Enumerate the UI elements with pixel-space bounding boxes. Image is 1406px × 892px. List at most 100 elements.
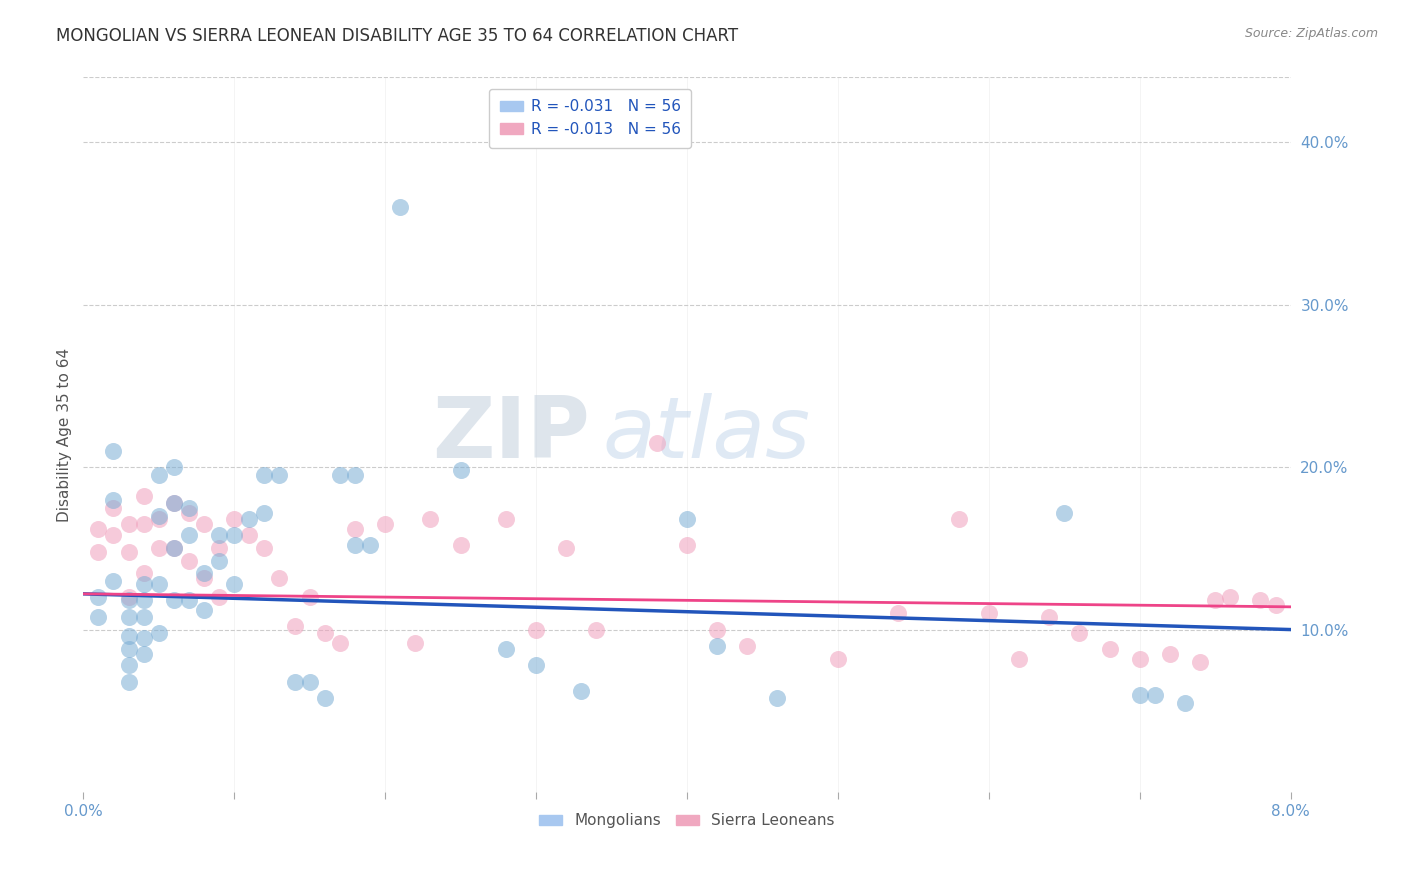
Point	[1249, 593, 1271, 607]
Point	[132, 516, 155, 531]
Point	[495, 512, 517, 526]
Point	[148, 512, 170, 526]
Point	[450, 538, 472, 552]
Point	[1069, 625, 1091, 640]
Point	[1189, 655, 1212, 669]
Point	[177, 528, 200, 542]
Point	[298, 674, 321, 689]
Point	[103, 444, 125, 458]
Point	[117, 516, 139, 531]
Point	[148, 625, 170, 640]
Point	[343, 538, 366, 552]
Point	[193, 516, 215, 531]
Point	[314, 625, 336, 640]
Point	[148, 541, 170, 556]
Point	[163, 593, 186, 607]
Point	[555, 541, 578, 556]
Point	[389, 200, 412, 214]
Point	[87, 590, 110, 604]
Point	[238, 512, 260, 526]
Point	[208, 590, 231, 604]
Point	[87, 544, 110, 558]
Point	[676, 538, 699, 552]
Point	[132, 577, 155, 591]
Point	[495, 642, 517, 657]
Point	[284, 619, 307, 633]
Point	[132, 566, 155, 580]
Point	[132, 490, 155, 504]
Text: Source: ZipAtlas.com: Source: ZipAtlas.com	[1244, 27, 1378, 40]
Point	[1264, 598, 1286, 612]
Point	[1098, 642, 1121, 657]
Point	[1159, 647, 1181, 661]
Point	[298, 590, 321, 604]
Point	[524, 623, 547, 637]
Point	[117, 544, 139, 558]
Point	[117, 593, 139, 607]
Point	[827, 652, 849, 666]
Point	[524, 658, 547, 673]
Point	[208, 528, 231, 542]
Point	[163, 496, 186, 510]
Point	[163, 460, 186, 475]
Point	[585, 623, 607, 637]
Point	[132, 593, 155, 607]
Point	[224, 577, 246, 591]
Point	[193, 603, 215, 617]
Point	[208, 554, 231, 568]
Point	[148, 508, 170, 523]
Point	[1008, 652, 1031, 666]
Point	[284, 674, 307, 689]
Text: ZIP: ZIP	[433, 393, 591, 476]
Point	[177, 593, 200, 607]
Point	[117, 629, 139, 643]
Point	[887, 607, 910, 621]
Point	[177, 554, 200, 568]
Point	[1219, 590, 1241, 604]
Point	[269, 571, 291, 585]
Point	[450, 463, 472, 477]
Point	[87, 522, 110, 536]
Point	[419, 512, 441, 526]
Point	[706, 639, 728, 653]
Legend: Mongolians, Sierra Leoneans: Mongolians, Sierra Leoneans	[533, 807, 841, 834]
Point	[1129, 652, 1152, 666]
Point	[404, 635, 426, 649]
Point	[269, 468, 291, 483]
Point	[132, 609, 155, 624]
Point	[132, 647, 155, 661]
Point	[193, 566, 215, 580]
Point	[208, 541, 231, 556]
Point	[766, 690, 789, 705]
Point	[132, 631, 155, 645]
Point	[977, 607, 1000, 621]
Point	[148, 577, 170, 591]
Point	[177, 506, 200, 520]
Text: atlas: atlas	[602, 393, 810, 476]
Point	[253, 506, 276, 520]
Y-axis label: Disability Age 35 to 64: Disability Age 35 to 64	[58, 348, 72, 522]
Point	[253, 468, 276, 483]
Point	[1204, 593, 1226, 607]
Point	[329, 468, 352, 483]
Point	[163, 541, 186, 556]
Point	[117, 590, 139, 604]
Point	[676, 512, 699, 526]
Point	[193, 571, 215, 585]
Point	[569, 684, 592, 698]
Point	[103, 500, 125, 515]
Point	[117, 674, 139, 689]
Point	[163, 541, 186, 556]
Point	[103, 528, 125, 542]
Point	[343, 468, 366, 483]
Point	[1053, 506, 1076, 520]
Point	[1174, 696, 1197, 710]
Point	[163, 496, 186, 510]
Point	[948, 512, 970, 526]
Point	[645, 435, 668, 450]
Point	[374, 516, 396, 531]
Point	[117, 658, 139, 673]
Point	[117, 609, 139, 624]
Point	[103, 574, 125, 588]
Text: MONGOLIAN VS SIERRA LEONEAN DISABILITY AGE 35 TO 64 CORRELATION CHART: MONGOLIAN VS SIERRA LEONEAN DISABILITY A…	[56, 27, 738, 45]
